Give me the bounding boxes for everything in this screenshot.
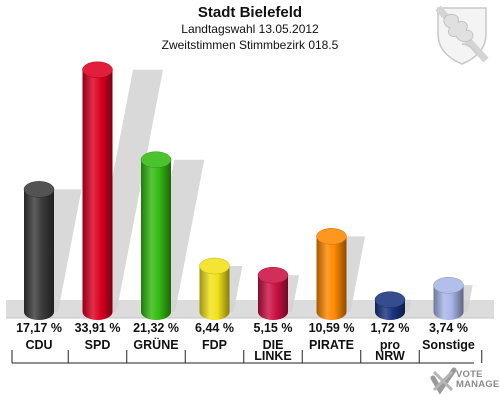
bar-0 [24,189,54,320]
bar-top-1 [82,61,113,79]
bar-7 [433,285,464,320]
bar-top-0 [23,181,55,198]
bar-top-4 [257,266,289,284]
brand-line-1: VOTE [456,369,483,380]
category-label: LINKE [254,349,292,363]
category-label: DIE [263,338,284,352]
brand-line-2: MANAGER [456,379,500,390]
vote-manager-logo-icon [430,367,457,395]
value-label: 10,59 % [309,321,355,335]
bar-top-6 [374,291,406,308]
value-label: 33,91 % [75,321,121,335]
vote-manager-brand: VOTE MANAGER [456,370,500,390]
chart-subtitle-2: Zweitstimmen Stimmbezirk 018.5 [161,38,339,52]
bar-top-7 [433,277,464,294]
category-label: pro [380,338,401,352]
value-label: 17,17 % [16,321,62,335]
bar-top-2 [140,151,172,168]
chart-title: Stadt Bielefeld [197,4,303,21]
chart-subtitle: Landtagswahl 13.05.2012 [181,22,319,36]
category-label: SPD [85,338,111,352]
value-label: 6,44 % [195,321,234,335]
value-label: 21,32 % [133,321,179,335]
category-label: PIRATE [309,338,354,352]
value-label: 1,72 % [371,321,410,335]
category-label: CDU [25,338,52,352]
coat-of-arms-icon [435,5,489,65]
value-label: 3,74 % [429,321,468,335]
bar-4 [258,275,288,320]
bar-top-3 [199,257,230,275]
value-label: 5,15 % [254,321,293,335]
bar-5 [316,236,347,320]
category-label: Sonstige [422,338,475,352]
bar-top-5 [316,228,347,245]
chart-floor [6,300,494,318]
bar-3 [199,266,230,320]
bar-2 [141,159,171,320]
category-label: GRÜNE [133,337,178,352]
category-label: FDP [202,338,227,352]
category-label: NRW [375,349,405,363]
bar-1 [82,69,113,321]
